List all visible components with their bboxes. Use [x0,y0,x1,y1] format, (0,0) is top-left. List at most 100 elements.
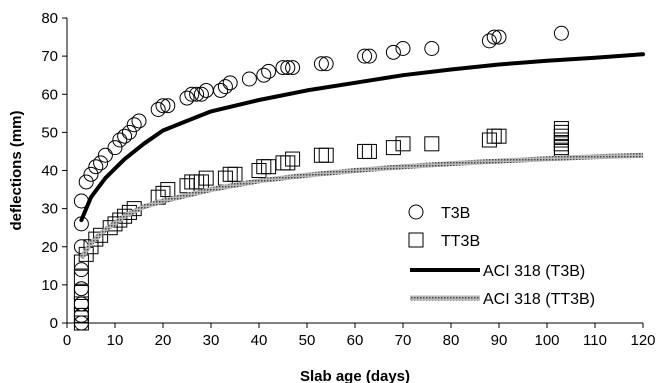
y-tick-label: 10 [41,277,58,294]
data-point [222,75,238,91]
data-point [73,262,89,278]
x-axis-label: Slab age (days) [300,368,410,383]
data-point [121,124,137,140]
data-point [131,113,147,129]
data-point [481,132,497,148]
data-point [73,269,89,285]
series-0 [73,25,569,331]
y-tick-label: 80 [41,10,58,27]
data-point [227,166,243,182]
x-tick-label: 40 [251,332,268,349]
data-point [83,166,99,182]
data-point [117,128,133,144]
data-point [88,231,104,247]
x-tick-label: 50 [299,332,316,349]
data-point [491,128,507,144]
data-point [395,136,411,152]
data-point [385,44,401,60]
data-point [97,147,113,163]
data-point [357,48,373,64]
data-point [198,170,214,186]
data-point [241,71,257,87]
data-point [78,174,94,190]
data-point [256,67,272,83]
data-point [261,63,277,79]
data-point [150,102,166,117]
x-tick-label: 0 [63,332,71,349]
x-tick-label: 90 [491,332,508,349]
x-tick-label: 60 [347,332,364,349]
legend-item-1: TT3B [408,232,480,250]
data-point [424,41,440,56]
data-point [395,41,411,56]
series-line [79,52,645,223]
legend-symbol [408,204,424,220]
data-point [361,143,377,159]
legend-item-3: ACI 318 (TT3B) [410,291,595,308]
axes: 0 10 20 30 40 50 60 70 80 0 10 20 30 40 50 60 70 80 90 100 1… [41,10,655,349]
y-tick-label: 70 [41,48,58,65]
series-2 [79,52,645,223]
data-point [112,132,128,148]
series-line [79,152,644,260]
data-point [313,56,329,72]
y-tick-label: 60 [41,86,58,103]
data-point [357,143,373,159]
data-point [280,155,296,171]
legend-label: TT3B [441,233,480,250]
data-point [217,170,233,186]
x-tick-label: 110 [583,332,607,349]
data-point [189,174,205,190]
x-tick-label: 30 [203,332,220,349]
legend-label: ACI 318 (T3B) [483,263,585,280]
data-point [184,86,200,102]
data-point [184,174,200,190]
x-tick-label: 20 [155,332,172,349]
data-point [285,151,301,167]
data-point [193,86,209,102]
data-point [160,98,176,114]
data-point [73,285,89,300]
data-point [318,147,334,163]
data-point [553,121,569,137]
data-point [73,307,89,323]
data-point [280,60,296,76]
data-point [179,178,195,194]
data-point [318,56,334,72]
data-point [385,140,401,156]
data-point [251,163,267,178]
data-point [102,220,118,236]
data-point [112,212,128,228]
data-point [126,117,142,133]
data-point [160,182,176,198]
y-tick-label: 40 [41,163,58,180]
data-point [73,296,89,312]
legend-symbol [408,232,424,248]
y-tick-label: 50 [41,124,58,141]
data-point [491,29,507,45]
y-tick-label: 20 [41,239,58,256]
series-layer [73,25,645,331]
data-point [93,155,109,171]
data-point [217,79,233,95]
data-point [222,166,238,182]
data-point [361,48,377,64]
data-point [256,159,272,175]
x-tick-label: 80 [443,332,460,349]
data-point [424,136,440,152]
legend-item-2: ACI 318 (T3B) [410,263,585,280]
data-point [179,90,195,106]
data-point [261,159,277,175]
series-3 [79,152,644,260]
data-point [107,140,123,156]
data-point [553,25,569,41]
legend-label: T3B [441,205,470,222]
data-point [275,155,291,171]
data-point [275,60,291,76]
data-point [198,82,214,98]
data-point [213,82,229,98]
data-point [481,33,497,49]
x-tick-label: 70 [395,332,412,349]
